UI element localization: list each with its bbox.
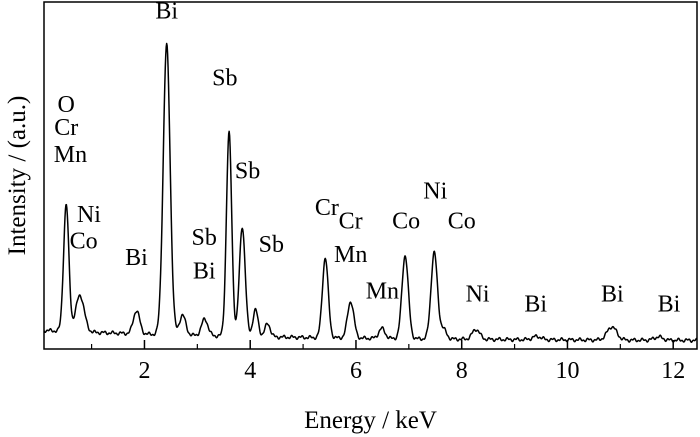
peak-label: O: [58, 92, 75, 118]
peak-label: Co: [392, 208, 420, 234]
peak-label: Ni: [77, 202, 101, 228]
x-tick-label: 8: [456, 358, 468, 384]
x-axis-title: Energy / keV: [304, 407, 437, 434]
peak-label: Co: [448, 208, 476, 234]
spectrum-line: [43, 42, 698, 343]
x-tick-label: 10: [555, 358, 579, 384]
peak-label: Mn: [334, 242, 367, 268]
peak-label: Bi: [193, 258, 216, 284]
x-tick-label: 4: [244, 358, 256, 384]
plot-frame: [43, 1, 698, 350]
peak-label: Cr: [54, 115, 78, 141]
peak-label: Sb: [235, 159, 260, 185]
x-tick-label: 2: [138, 358, 150, 384]
y-axis-title: Intensity / (a.u.): [4, 96, 31, 256]
peak-label: Mn: [54, 142, 87, 168]
peak-label: Bi: [524, 292, 547, 318]
peak-label: Ni: [466, 282, 490, 308]
x-tick-label: 6: [350, 358, 362, 384]
peak-label: Ni: [423, 178, 447, 204]
peak-label: Co: [70, 228, 98, 254]
peak-label: Cr: [339, 208, 363, 234]
peak-label: Bi: [658, 292, 681, 318]
peak-label: Sb: [212, 65, 237, 91]
peak-label: Sb: [192, 225, 217, 251]
x-tick-label: 12: [661, 358, 685, 384]
peak-label: Cr: [315, 195, 339, 221]
peak-label: Bi: [125, 245, 148, 271]
peak-label: Bi: [601, 282, 624, 308]
peak-label: Mn: [366, 278, 399, 304]
peak-label: Sb: [259, 232, 284, 258]
peak-label: Bi: [155, 0, 178, 25]
